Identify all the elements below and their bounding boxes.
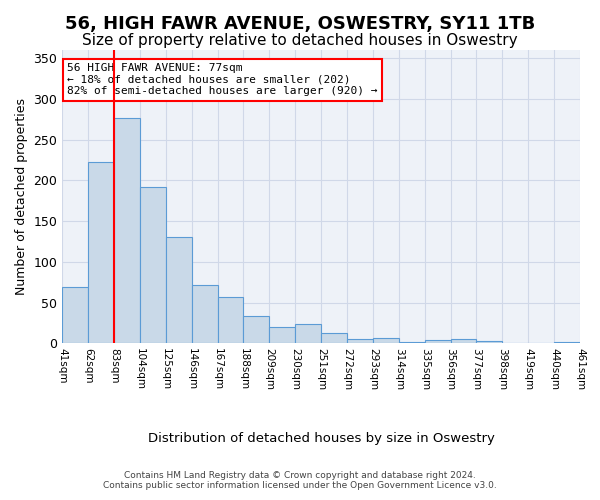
Bar	[269, 327, 295, 344]
Text: 56 HIGH FAWR AVENUE: 77sqm
← 18% of detached houses are smaller (202)
82% of sem: 56 HIGH FAWR AVENUE: 77sqm ← 18% of deta…	[67, 63, 378, 96]
Bar	[476, 341, 502, 344]
X-axis label: Distribution of detached houses by size in Oswestry: Distribution of detached houses by size …	[148, 432, 494, 445]
Bar	[140, 187, 166, 344]
Bar	[114, 118, 140, 344]
Bar	[347, 340, 373, 344]
Bar	[502, 342, 528, 344]
Text: 56, HIGH FAWR AVENUE, OSWESTRY, SY11 1TB: 56, HIGH FAWR AVENUE, OSWESTRY, SY11 1TB	[65, 15, 535, 33]
Bar	[88, 162, 114, 344]
Y-axis label: Number of detached properties: Number of detached properties	[15, 98, 28, 295]
Bar	[166, 236, 192, 344]
Bar	[192, 284, 218, 344]
Text: Contains HM Land Registry data © Crown copyright and database right 2024.
Contai: Contains HM Land Registry data © Crown c…	[103, 470, 497, 490]
Bar	[321, 333, 347, 344]
Bar	[218, 297, 244, 344]
Text: Size of property relative to detached houses in Oswestry: Size of property relative to detached ho…	[82, 32, 518, 48]
Bar	[554, 342, 580, 344]
Bar	[244, 316, 269, 344]
Bar	[373, 338, 399, 344]
Bar	[62, 287, 88, 344]
Bar	[399, 342, 425, 344]
Bar	[295, 324, 321, 344]
Bar	[425, 340, 451, 344]
Bar	[451, 340, 476, 344]
